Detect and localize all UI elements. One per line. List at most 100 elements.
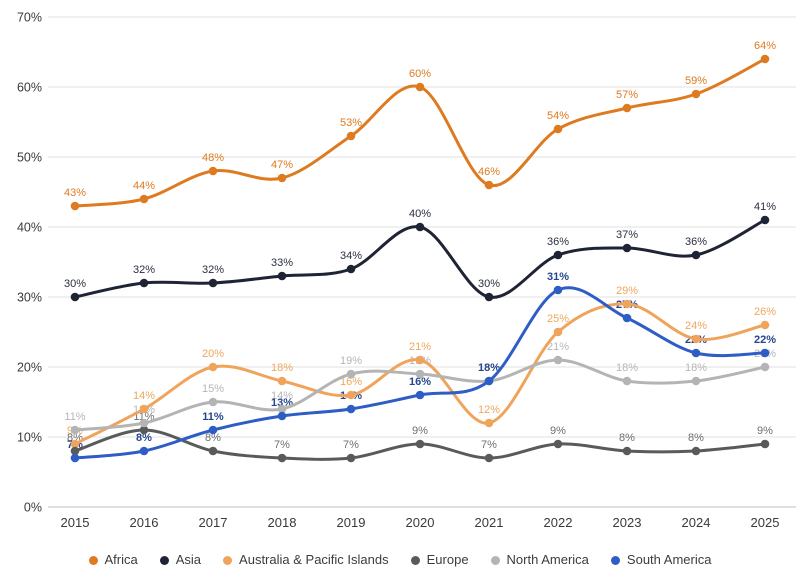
data-point-label: 22% — [754, 334, 776, 346]
data-point-label: 21% — [547, 341, 569, 353]
data-point-label: 60% — [409, 68, 431, 80]
series-line-asia — [73, 218, 767, 299]
data-point-marker-south-america — [415, 390, 425, 400]
data-point-label: 59% — [685, 75, 707, 87]
x-axis-tick-label: 2015 — [61, 515, 90, 530]
data-point-label: 36% — [547, 236, 569, 248]
data-point-label: 19% — [340, 355, 362, 367]
series-line-south-america — [73, 286, 767, 460]
data-point-marker-south-america — [691, 348, 701, 358]
data-point-marker-asia — [277, 271, 287, 281]
data-point-marker-australia-pacific-islands — [553, 327, 563, 337]
data-point-marker-north-america — [139, 418, 149, 428]
data-point-marker-europe — [691, 446, 701, 456]
series-line-australia-pacific-islands — [73, 302, 767, 446]
data-point-marker-australia-pacific-islands — [208, 362, 218, 372]
data-point-label: 36% — [685, 236, 707, 248]
data-point-label: 18% — [685, 362, 707, 374]
y-axis-tick-label: 10% — [17, 431, 42, 445]
legend-item-australia-pacific-islands[interactable]: Australia & Pacific Islands — [223, 551, 389, 569]
data-point-label: 32% — [133, 264, 155, 276]
data-point-marker-africa — [139, 194, 149, 204]
data-point-marker-asia — [208, 278, 218, 288]
data-point-marker-north-america — [70, 425, 80, 435]
y-axis-tick-label: 0% — [24, 501, 42, 515]
data-point-label: 8% — [619, 432, 635, 444]
data-point-label: 11% — [64, 411, 85, 423]
data-point-label: 25% — [547, 313, 569, 325]
x-axis-tick-label: 2018 — [268, 515, 297, 530]
data-point-label: 7% — [274, 439, 290, 451]
y-axis-tick-label: 50% — [17, 151, 42, 165]
data-point-label: 15% — [202, 383, 224, 395]
data-point-label: 34% — [340, 250, 362, 262]
data-point-marker-south-america — [622, 313, 632, 323]
legend-swatch-icon — [410, 555, 420, 565]
y-axis-tick-label: 20% — [17, 361, 42, 375]
data-point-label: 30% — [478, 278, 500, 290]
data-point-marker-europe — [415, 439, 425, 449]
data-point-marker-south-america — [139, 446, 149, 456]
data-point-marker-australia-pacific-islands — [277, 376, 287, 386]
data-point-label: 18% — [616, 362, 638, 374]
data-point-marker-north-america — [691, 376, 701, 386]
data-point-marker-africa — [691, 89, 701, 99]
data-point-label: 46% — [478, 166, 500, 178]
line-chart-plot-area: 0% 10% 20% 30% 40% 50% 60% 70% 2015 2016 2017 2018 2… — [17, 11, 796, 530]
data-point-label: 40% — [409, 208, 431, 220]
x-axis-tick-label: 2024 — [682, 515, 711, 530]
data-point-marker-asia — [622, 243, 632, 253]
data-point-marker-north-america — [622, 376, 632, 386]
data-point-marker-europe — [553, 439, 563, 449]
data-point-marker-africa — [760, 54, 770, 64]
data-point-label: 32% — [202, 264, 224, 276]
legend-item-africa[interactable]: Africa — [88, 551, 138, 569]
data-point-label: 30% — [64, 278, 86, 290]
data-point-label: 41% — [754, 201, 776, 213]
data-point-label: 16% — [409, 376, 431, 388]
data-point-marker-australia-pacific-islands — [139, 404, 149, 414]
data-point-marker-africa — [277, 173, 287, 183]
data-point-label: 26% — [754, 306, 776, 318]
data-point-label: 24% — [685, 320, 707, 332]
data-point-label: 57% — [616, 89, 638, 101]
data-point-marker-africa — [622, 103, 632, 113]
data-point-marker-south-america — [484, 376, 494, 386]
data-point-marker-europe — [208, 446, 218, 456]
legend-item-south-america[interactable]: South America — [610, 551, 712, 569]
data-point-marker-africa — [70, 201, 80, 211]
data-point-label: 9% — [757, 425, 773, 437]
data-point-marker-europe — [484, 453, 494, 463]
data-point-marker-north-america — [760, 362, 770, 372]
legend-swatch-icon — [88, 555, 98, 565]
data-point-label: 11% — [202, 411, 224, 423]
legend-swatch-icon — [223, 555, 233, 565]
data-point-marker-europe — [760, 439, 770, 449]
data-point-label: 12% — [478, 404, 500, 416]
data-point-marker-asia — [484, 292, 494, 302]
legend-swatch-icon — [159, 555, 169, 565]
data-point-label: 20% — [202, 348, 224, 360]
legend-label: South America — [626, 552, 712, 567]
data-point-label: 18% — [478, 362, 500, 374]
data-point-label: 9% — [550, 425, 566, 437]
x-axis-tick-label: 2016 — [130, 515, 159, 530]
data-point-marker-north-america — [415, 369, 425, 379]
data-point-marker-australia-pacific-islands — [691, 334, 701, 344]
data-point-label: 18% — [271, 362, 293, 374]
data-point-label: 54% — [547, 110, 569, 122]
x-axis-tick-label: 2020 — [406, 515, 435, 530]
data-point-marker-australia-pacific-islands — [346, 390, 356, 400]
legend-item-europe[interactable]: Europe — [410, 551, 469, 569]
data-point-marker-asia — [415, 222, 425, 232]
legend-item-asia[interactable]: Asia — [159, 551, 201, 569]
legend-item-north-america[interactable]: North America — [490, 551, 589, 569]
chart-legend: Africa Asia Australia & Pacific Islands Eur… — [0, 551, 800, 569]
data-point-marker-australia-pacific-islands — [415, 355, 425, 365]
data-point-marker-asia — [346, 264, 356, 274]
data-point-marker-australia-pacific-islands — [70, 439, 80, 449]
data-point-marker-asia — [139, 278, 149, 288]
data-point-label: 21% — [409, 341, 431, 353]
legend-label: Europe — [426, 552, 469, 567]
x-axis-tick-label: 2019 — [337, 515, 366, 530]
